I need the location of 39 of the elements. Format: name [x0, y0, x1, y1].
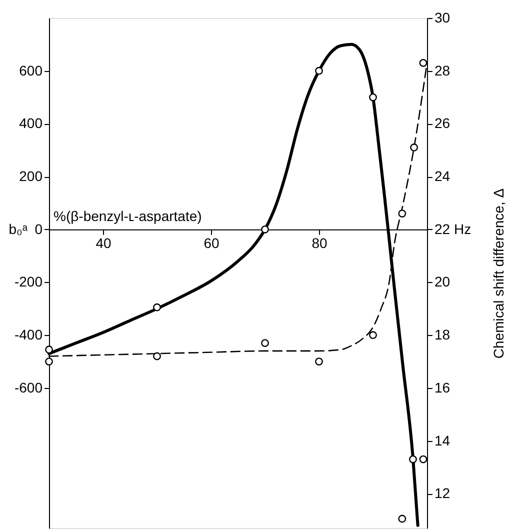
point: [369, 93, 377, 102]
x-axis-title: %(β-benzyl-ʟ-aspartate): [54, 208, 202, 224]
y-tick-label: -600: [14, 379, 43, 396]
y2-tick-label: 28: [434, 62, 450, 78]
x-tick-label: 80: [312, 234, 328, 251]
y2-tick-label: 24: [434, 168, 450, 184]
y2-tick-label: 12: [434, 485, 450, 502]
y2-tick-label: 16: [434, 379, 450, 396]
point: [398, 210, 406, 218]
x-tick-label: 40: [96, 234, 112, 251]
y2-tick-label: 22 Hz: [434, 220, 472, 237]
y2-tick-label: 26: [434, 115, 450, 132]
point: [261, 225, 269, 234]
point: [45, 346, 53, 354]
point: [315, 66, 323, 75]
point: [410, 144, 418, 152]
y2-tick-label: 20: [434, 274, 450, 290]
y-tick-label: 200: [19, 168, 43, 184]
x-tick-label: 60: [204, 234, 220, 251]
y-axis-title: b₀ᵃ: [8, 220, 28, 237]
point: [409, 455, 417, 464]
point: [261, 339, 269, 347]
point: [153, 352, 161, 360]
y2-axis-title: Chemical shift difference, Δ: [490, 188, 506, 359]
point: [419, 58, 428, 67]
y-tick-label: 400: [19, 115, 43, 132]
y-tick-label: 0: [34, 220, 43, 237]
y-tick-label: -200: [14, 274, 43, 290]
y2-tick-label: 30: [434, 10, 450, 26]
y-tick-label: -400: [14, 326, 43, 343]
point: [315, 358, 323, 366]
point: [419, 455, 428, 464]
point: [45, 358, 53, 366]
point: [369, 331, 377, 340]
point: [153, 303, 161, 312]
point: [398, 514, 406, 523]
y2-tick-label: 18: [434, 326, 450, 343]
y2-tick-label: 14: [434, 432, 450, 448]
y-tick-label: 600: [19, 62, 43, 78]
